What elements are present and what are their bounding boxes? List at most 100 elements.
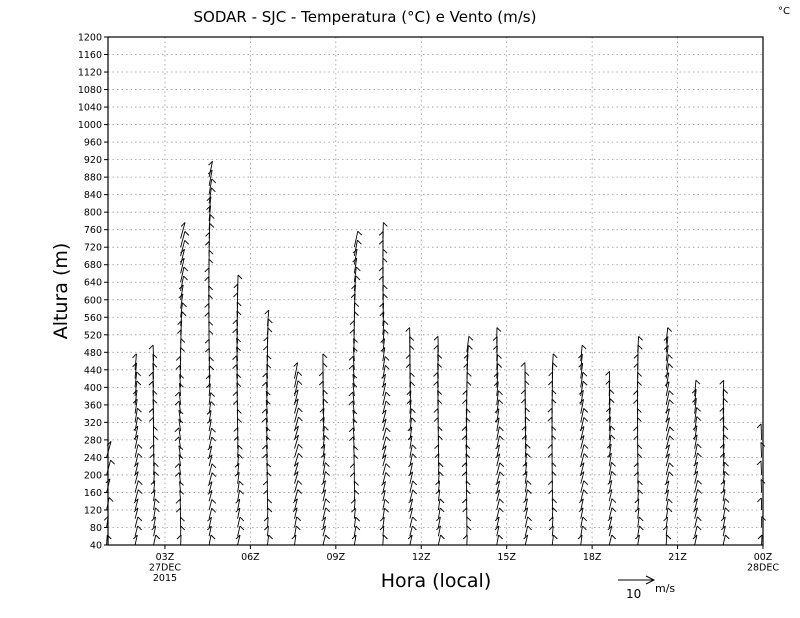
wind-vector-head [324,462,330,467]
wind-vector-head [499,498,504,504]
wind-vector [265,435,268,449]
wind-vector [353,445,355,458]
wind-vector-head [232,364,237,369]
wind-vector-head [351,534,357,540]
wind-vector-head [497,354,502,359]
wind-vector-head [468,345,473,350]
wind-vector [353,534,357,546]
wind-vector [496,453,501,467]
wind-vector [382,409,387,423]
wind-vector-head [756,423,762,429]
wind-vector [208,526,212,537]
wind-vector-head [669,399,674,405]
y-tick-label: 1200 [78,33,102,44]
wind-vector-head [261,408,267,414]
wind-vector [437,471,440,484]
wind-vector-head [692,398,697,403]
wind-vector-head [663,345,669,350]
wind-vector-head [239,480,244,486]
wind-vector [665,354,669,370]
wind-vector [409,516,413,528]
wind-vector-head [151,516,156,522]
wind-vector-head [439,507,445,513]
wind-vector [353,525,357,537]
wind-vector [496,471,501,484]
wind-vector [265,417,268,432]
wind-vector [382,418,387,432]
wind-vector [496,498,500,511]
y-tick-label: 200 [84,470,102,481]
wind-vector [637,480,639,493]
y-axis: 40 80 120 160 200 240 280 320 360 400 440 480 520 560… [78,33,108,552]
wind-vector-head [383,293,388,299]
wind-vector-head [499,426,504,432]
wind-vector-head [105,478,111,484]
wind-vector-head [695,379,701,385]
wind-vector [722,480,726,493]
wind-vector [608,516,613,528]
wind-vector [496,426,500,440]
wind-vector [208,169,213,186]
wind-vector-head [495,444,500,450]
wind-vector-head [207,516,212,522]
wind-vector-head [382,248,388,254]
wind-vector [665,516,669,528]
wind-vector-head [611,461,616,467]
wind-vector-head [178,454,184,459]
wind-vector [322,534,326,546]
wind-vector-head [297,480,303,485]
wind-vector-head [133,507,139,513]
wind-vector-head [238,453,243,459]
wind-vector [437,516,441,528]
wind-vector-head [583,453,589,458]
wind-vector [580,444,585,458]
wind-vector [322,516,327,528]
wind-vector-head [693,498,698,503]
wind-vector-head [497,363,503,368]
wind-vector [266,372,268,388]
wind-vector [180,311,183,327]
wind-vector-head [405,327,410,332]
y-tick-label: 400 [84,383,102,394]
wind-vector-head [547,407,553,413]
wind-vector-head [175,507,181,513]
wind-vector [580,408,585,423]
wind-vector [208,410,212,423]
wind-vector-head [325,534,330,540]
wind-vector [665,435,671,449]
wind-vector [580,498,584,511]
wind-vector-head [348,427,354,433]
wind-vector-head [724,507,730,513]
wind-vector [580,480,585,493]
wind-vector-head [437,426,443,431]
wind-vector-head [204,267,210,273]
wind-vector-head [668,462,674,468]
wind-vector [409,534,413,546]
wind-vector-head [697,516,702,522]
wind-vector-head [234,471,240,477]
wind-vector [608,534,613,546]
wind-vector [294,444,299,458]
wind-vector [694,480,699,493]
wind-vector-head [295,525,301,531]
wind-vector [236,364,239,379]
wind-vector [265,426,268,440]
wind-vector [580,435,585,449]
x-tick-label: 15Z [497,552,516,563]
wind-vector-head [211,436,217,442]
wind-vector-head [233,283,239,289]
wind-vector [208,508,213,519]
wind-vector [106,534,108,546]
wind-vector [352,356,355,370]
wind-vector [496,516,500,528]
wind-vector-head [408,471,413,477]
wind-vector-head [150,489,156,495]
wind-vector [608,525,613,537]
wind-vector [665,525,668,537]
wind-vector-head [378,266,384,272]
wind-vector-head [137,489,143,495]
wind-vector-head [354,490,360,495]
wind-vector [409,399,412,414]
wind-vector-head [210,392,215,397]
wind-vector [409,471,414,484]
